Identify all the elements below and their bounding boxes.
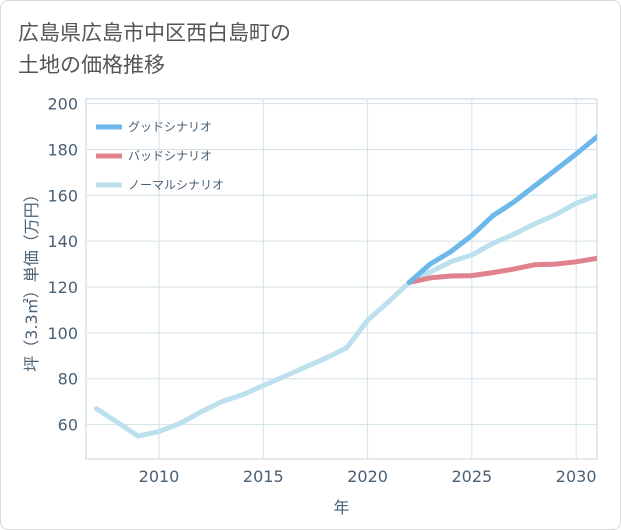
chart-title-line-1: 広島県広島市中区西白島町の: [18, 21, 291, 45]
series-line-normal: [93, 192, 597, 439]
legend-label: ノーマルシナリオ: [128, 178, 224, 192]
chart-title-line-2: 土地の価格推移: [18, 53, 165, 77]
y-axis-title: 坪（3.3㎡）単価（万円）: [22, 186, 41, 371]
y-tick-label: 100: [47, 324, 78, 343]
series-line-good: [406, 134, 597, 285]
y-tick-label: 200: [47, 95, 78, 114]
legend-label: バッドシナリオ: [128, 149, 212, 163]
x-tick-label: 2020: [347, 467, 388, 486]
y-tick-label: 160: [47, 186, 78, 205]
y-tick-label: 60: [58, 416, 78, 435]
x-tick-label: 2015: [243, 467, 284, 486]
x-tick-label: 2010: [139, 467, 180, 486]
y-tick-label: 180: [47, 140, 78, 159]
y-tick-label: 140: [47, 232, 78, 251]
x-axis-ticks: 2010 2015 2020 2025 2030: [139, 467, 597, 486]
series-lines: [93, 134, 597, 439]
y-axis-ticks: 60 80 100 120 140 160 180 200: [47, 95, 78, 435]
x-tick-label: 2025: [451, 467, 492, 486]
x-axis-title: 年: [333, 498, 349, 517]
y-tick-label: 120: [47, 278, 78, 297]
y-tick-label: 80: [58, 370, 78, 389]
series-line-bad: [406, 255, 597, 285]
x-tick-label: 2030: [556, 467, 597, 486]
legend-label: グッドシナリオ: [128, 120, 212, 134]
chart-title: 広島県広島市中区西白島町の 土地の価格推移: [18, 17, 291, 81]
plot-border: [85, 98, 598, 460]
grid-lines: [85, 98, 598, 460]
